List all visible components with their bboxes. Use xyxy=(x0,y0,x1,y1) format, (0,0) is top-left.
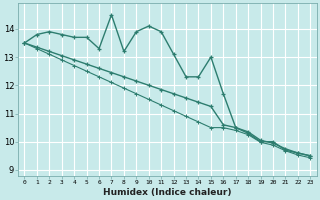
X-axis label: Humidex (Indice chaleur): Humidex (Indice chaleur) xyxy=(103,188,232,197)
